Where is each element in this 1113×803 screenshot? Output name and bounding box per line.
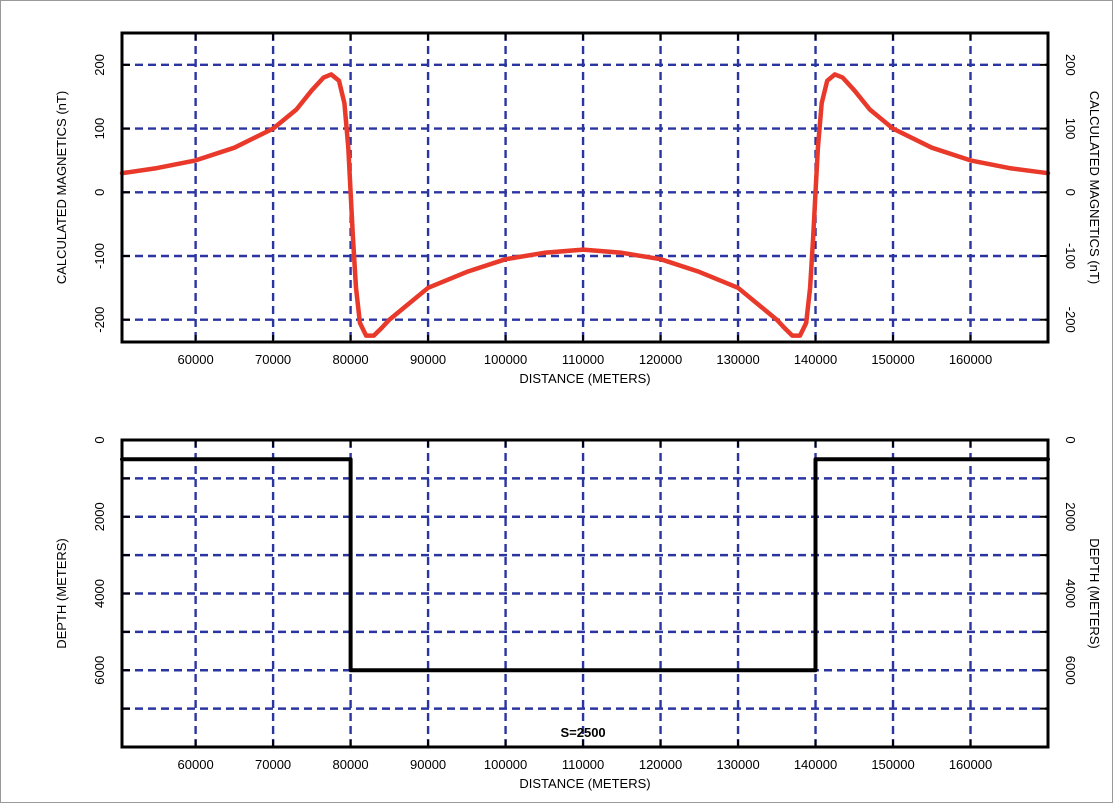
depth-y-tick-label-right: 6000: [1063, 656, 1078, 685]
magnetics-x-tick-label: 160000: [949, 352, 992, 367]
magnetics-y-tick-label: 200: [92, 54, 107, 76]
depth-series: [120, 457, 1050, 673]
magnetics-series: [119, 72, 1051, 338]
depth-y-tick-label-right: 0: [1063, 436, 1078, 443]
magnetics-panel: 60000 70000 80000 90000 100000 110000 120000 13…: [54, 31, 1102, 386]
magnetics-y-axis-label: CALCULATED MAGNETICS (nT): [54, 91, 69, 284]
depth-y-tick-label-right: 4000: [1063, 579, 1078, 608]
magnetics-x-tick-label: 70000: [255, 352, 291, 367]
depth-y-tick-label: 0: [92, 436, 107, 443]
magnetics-ticks: 60000 70000 80000 90000 100000 110000 120000 13…: [92, 33, 1078, 367]
depth-x-tick-label: 80000: [333, 757, 369, 772]
depth-y-tick-label: 6000: [92, 656, 107, 685]
depth-x-tick-label: 120000: [639, 757, 682, 772]
magnetics-x-tick-label: 80000: [333, 352, 369, 367]
depth-x-tick-label: 70000: [255, 757, 291, 772]
depth-x-tick-label: 60000: [178, 757, 214, 772]
magnetics-x-tick-label: 90000: [410, 352, 446, 367]
magnetics-x-tick-label: 110000: [562, 352, 604, 367]
depth-y-tick-label: 4000: [92, 579, 107, 608]
depth-x-tick-label: 150000: [871, 757, 914, 772]
depth-x-tick-label: 100000: [484, 757, 527, 772]
magnetics-x-tick-label: 150000: [871, 352, 914, 367]
magnetics-x-tick-label: 130000: [716, 352, 759, 367]
magnetics-y-tick-label: 0: [92, 189, 107, 196]
magnetics-x-tick-label: 120000: [639, 352, 682, 367]
density-contrast-annotation: S=2500: [560, 725, 605, 740]
magnetics-y-axis-label-right: CALCULATED MAGNETICS (nT): [1087, 91, 1102, 284]
depth-y-tick-label-right: 2000: [1063, 502, 1078, 531]
magnetics-plot-frame: [120, 31, 1050, 344]
magnetics-x-tick-label: 60000: [178, 352, 214, 367]
depth-y-tick-label: 2000: [92, 502, 107, 531]
depth-series-line-0: [120, 457, 1050, 673]
depth-ticks: 60000 70000 80000 90000 100000 110000 120000 13…: [92, 436, 1078, 772]
magnetics-series-line-0: [119, 72, 1051, 338]
magnetics-y-tick-label-right: 0: [1063, 189, 1078, 196]
depth-y-axis-label: DEPTH (METERS): [54, 538, 69, 649]
depth-x-tick-label: 90000: [410, 757, 446, 772]
magnetics-y-tick-label-right: 200: [1063, 54, 1078, 76]
magnetics-x-tick-label: 140000: [794, 352, 837, 367]
depth-panel: 60000 70000 80000 90000 100000 110000 120000 13…: [54, 436, 1102, 791]
depth-x-tick-label: 160000: [949, 757, 992, 772]
depth-x-tick-label: 140000: [794, 757, 837, 772]
magnetics-x-tick-label: 100000: [484, 352, 527, 367]
magnetics-y-tick-label-right: 100: [1063, 118, 1078, 140]
magnetics-y-tick-label-right: -100: [1063, 243, 1078, 269]
depth-y-axis-label-right: DEPTH (METERS): [1087, 538, 1102, 649]
magnetics-y-tick-label: 100: [92, 118, 107, 140]
magnetics-y-tick-label: -100: [92, 243, 107, 269]
depth-x-tick-label: 130000: [716, 757, 759, 772]
depth-x-tick-label: 110000: [562, 757, 604, 772]
magnetics-y-tick-label: -200: [92, 307, 107, 333]
magnetics-x-axis-label: DISTANCE (METERS): [519, 371, 650, 386]
depth-x-axis-label: DISTANCE (METERS): [519, 776, 650, 791]
magnetics-y-tick-label-right: -200: [1063, 307, 1078, 333]
